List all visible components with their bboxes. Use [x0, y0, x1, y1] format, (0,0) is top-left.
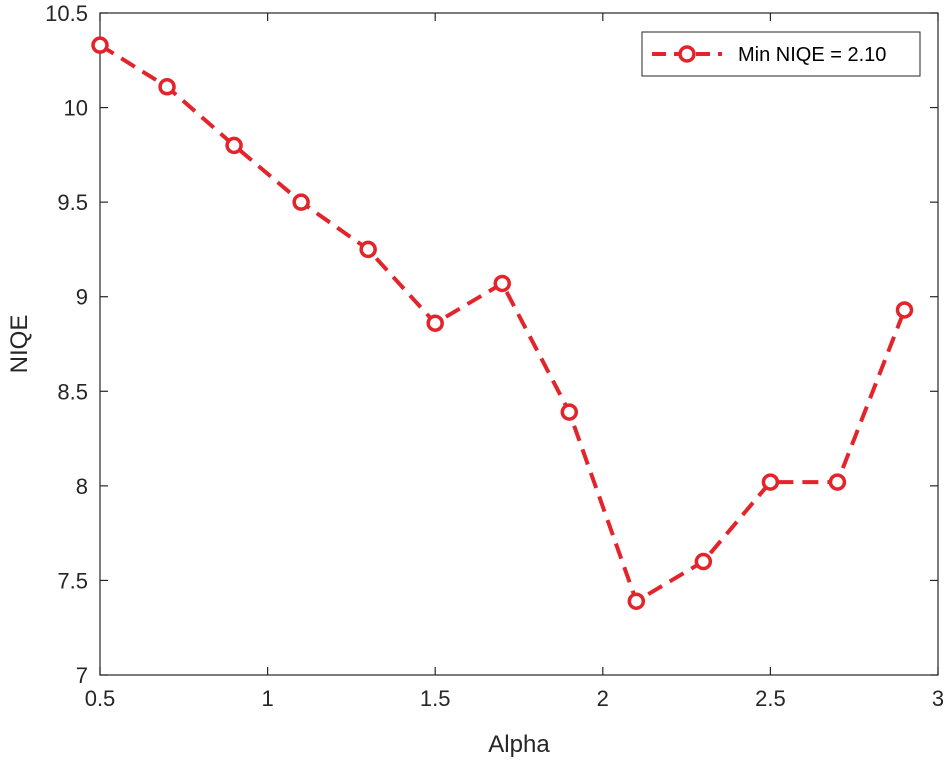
- x-tick-label: 1: [261, 686, 273, 711]
- x-axis-label: Alpha: [488, 731, 550, 758]
- data-point: [761, 473, 780, 491]
- y-tick-label: 10.5: [45, 1, 88, 26]
- y-axis: 7 7.5 8 8.5 9 9.5 10 10.5: [45, 1, 938, 688]
- y-tick-label: 7: [76, 663, 88, 688]
- data-point: [426, 314, 444, 332]
- data-point: [895, 301, 914, 319]
- data-point: [158, 78, 176, 96]
- data-point: [560, 403, 579, 421]
- legend-marker: [678, 45, 696, 63]
- y-tick-label: 7.5: [57, 568, 88, 593]
- data-point: [359, 240, 377, 259]
- legend-box: [641, 31, 921, 77]
- legend: Min NIQE = 2.10: [641, 31, 921, 77]
- data-point: [292, 193, 310, 211]
- data-point: [225, 136, 243, 155]
- x-tick-label: 2.5: [755, 686, 786, 711]
- legend-entry-label: Min NIQE = 2.10: [738, 44, 886, 66]
- data-point: [91, 36, 109, 54]
- x-tick-label: 0.5: [85, 686, 116, 711]
- data-point: [493, 274, 511, 293]
- data-point: [627, 592, 646, 610]
- y-tick-label: 8.5: [57, 379, 88, 404]
- x-axis: 0.5 1 1.5 2 2.5 3: [85, 13, 944, 711]
- y-tick-label: 9.5: [57, 190, 88, 215]
- y-tick-label: 9: [76, 285, 88, 310]
- x-tick-label: 3: [932, 686, 944, 711]
- y-axis-label: NIQE: [6, 315, 33, 374]
- data-point: [694, 552, 713, 571]
- y-tick-label: 10: [64, 96, 88, 121]
- series-group: [91, 36, 914, 610]
- y-tick-label: 8: [76, 474, 88, 499]
- plot-area: [99, 12, 939, 676]
- x-tick-label: 1.5: [420, 686, 451, 711]
- data-point: [828, 473, 847, 491]
- x-tick-label: 2: [597, 686, 609, 711]
